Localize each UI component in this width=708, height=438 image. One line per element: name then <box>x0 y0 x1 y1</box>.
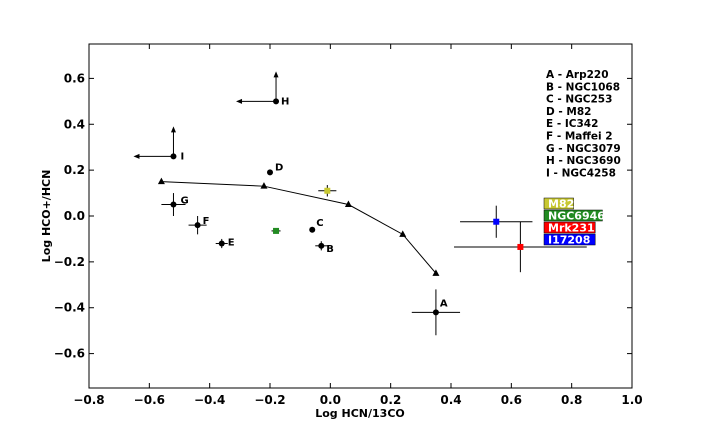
y-axis-label: Log HCO+/HCN <box>40 170 53 263</box>
data-point-marker <box>309 226 316 233</box>
data-point-square <box>493 218 500 225</box>
x-tick-label: −0.6 <box>134 393 165 407</box>
data-point-marker <box>432 309 439 316</box>
data-point-label: B <box>326 244 334 255</box>
legend-entry: H - NGC3690 <box>546 155 621 167</box>
x-tick-label: 0.6 <box>501 393 522 407</box>
data-point-label: G <box>180 196 188 207</box>
data-point-marker <box>194 222 201 229</box>
x-tick-label: 0.0 <box>320 393 341 407</box>
x-axis-label: Log HCN/13CO <box>315 407 405 420</box>
legend-entry: F - Maffei 2 <box>546 131 613 143</box>
data-point-square <box>273 227 280 234</box>
badge-ngc6946 <box>543 209 603 222</box>
legend-entry: G - NGC3079 <box>546 143 621 155</box>
legend-entry: D - M82 <box>546 106 591 118</box>
model-curve-marker <box>399 230 407 237</box>
x-tick-label: −0.4 <box>194 393 225 407</box>
model-curve-line <box>161 181 437 274</box>
data-point-marker <box>267 169 273 176</box>
data-point-label: C <box>316 218 323 229</box>
model-curve-marker <box>344 200 352 208</box>
legend-entry: B - NGC1068 <box>546 81 620 93</box>
y-tick-label: −0.4 <box>54 301 85 315</box>
model-curve-marker <box>260 182 268 189</box>
data-point-marker <box>170 201 177 208</box>
y-tick-label: −0.6 <box>54 347 85 361</box>
model-curve-marker <box>432 269 440 276</box>
data-point-marker <box>318 242 325 249</box>
data-point-marker <box>273 98 280 105</box>
badge-i17208 <box>543 233 596 246</box>
model-curve <box>157 177 440 276</box>
badge-label: Mrk231 <box>548 222 595 235</box>
x-tick-label: 0.4 <box>440 393 461 407</box>
y-tick-label: 0.2 <box>64 163 85 177</box>
x-tick-label: 0.2 <box>380 393 401 407</box>
y-tick-label: 0.4 <box>64 117 85 131</box>
y-tick-label: 0.0 <box>64 209 85 223</box>
data-point-label: E <box>228 238 235 249</box>
data-point-label: H <box>281 96 289 107</box>
badge-label: NGC6946 <box>548 210 605 223</box>
legend-entry: I - NGC4258 <box>546 167 616 179</box>
y-tick-label: −0.2 <box>54 255 85 269</box>
lower-limit-arrowhead <box>273 71 279 78</box>
upper-limit-arrowhead <box>236 98 243 104</box>
badge-label: M82 <box>548 198 574 211</box>
data-point-label: A <box>440 298 448 309</box>
y-tick-label: 0.6 <box>64 71 85 85</box>
legend-entry: C - NGC253 <box>546 94 612 106</box>
y-axis-ticks: −0.6 −0.4 −0.2 0.0 0.2 0.4 0.6 <box>54 71 632 361</box>
x-tick-label: −0.2 <box>254 393 285 407</box>
x-tick-label: −0.8 <box>73 393 104 407</box>
lower-limit-arrowhead <box>170 126 176 133</box>
legend-entry: A - Arp220 <box>546 69 609 81</box>
badge-label: I17208 <box>548 234 590 247</box>
upper-limit-arrowhead <box>133 153 140 159</box>
data-point-square <box>517 243 524 250</box>
x-tick-label: 0.8 <box>561 393 582 407</box>
legend-entry: E - IC342 <box>546 118 598 130</box>
data-point-label: F <box>203 216 210 227</box>
model-curve-marker <box>157 177 165 185</box>
data-points: A B C D E F G H I <box>133 71 587 336</box>
x-tick-label: 1.0 <box>621 393 642 407</box>
data-point-marker <box>218 240 225 247</box>
badge-m82 <box>543 197 574 210</box>
data-point-label: D <box>275 162 283 173</box>
data-point-marker <box>170 153 177 160</box>
badge-mrk231 <box>543 221 596 234</box>
data-point-square <box>324 187 331 194</box>
x-axis-ticks: −0.8 −0.6 −0.4 −0.2 0.0 0.2 0.4 0.6 0.8 1.0 <box>73 44 643 407</box>
data-point-label: I <box>180 151 184 162</box>
